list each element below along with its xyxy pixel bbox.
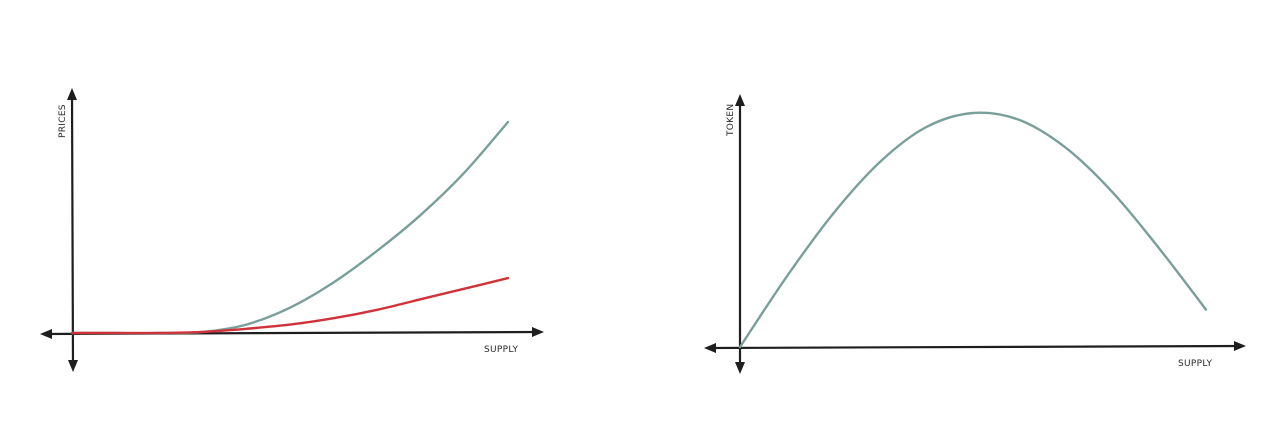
y-axis-label: TOKEN <box>726 104 736 137</box>
y-axis <box>735 94 745 374</box>
x-axis-label: SUPPLY <box>1178 359 1212 369</box>
y-axis-label: PRICES <box>58 104 68 138</box>
x-axis-label: SUPPLY <box>484 345 518 355</box>
series-group <box>70 120 510 335</box>
series-line-1-0 <box>738 111 1208 349</box>
prices-supply-chart: PRICES SUPPLY <box>40 88 544 372</box>
series-line-0-1 <box>70 276 510 335</box>
x-axis <box>704 341 1246 353</box>
token-supply-chart: TOKEN SUPPLY <box>704 94 1246 374</box>
series-line-0-0 <box>70 120 510 335</box>
series-group <box>738 111 1208 349</box>
y-axis <box>67 88 78 372</box>
